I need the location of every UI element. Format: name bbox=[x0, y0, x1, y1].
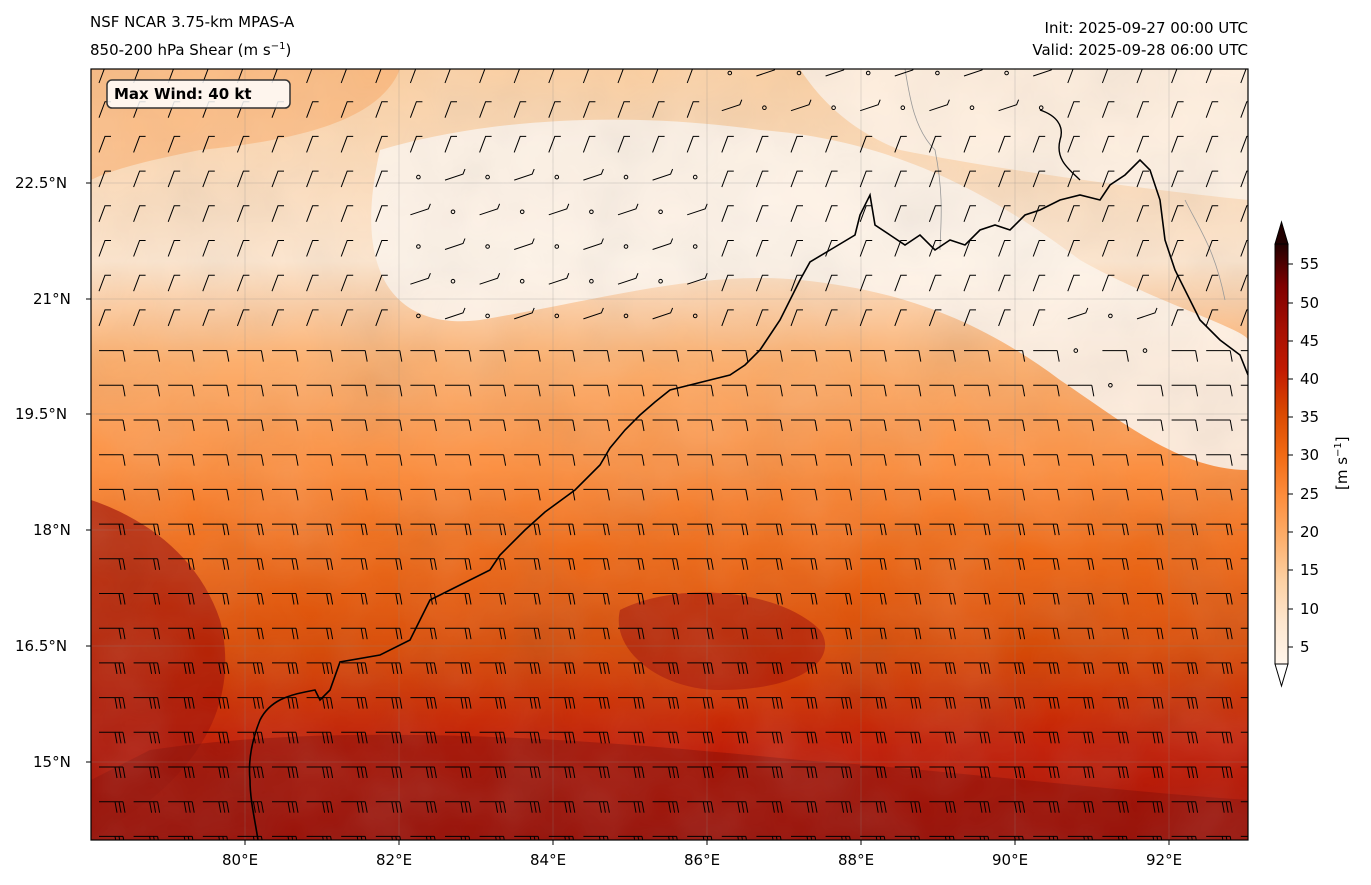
colorbar-title: [m s−1] bbox=[1333, 436, 1351, 490]
colorbar-tick-label: 45 bbox=[1300, 332, 1320, 350]
x-tick-label: 86°E bbox=[684, 851, 721, 869]
x-tick-label: 90°E bbox=[992, 851, 1029, 869]
init-time: Init: 2025-09-27 00:00 UTC bbox=[1044, 19, 1248, 37]
field-title: 850-200 hPa Shear (m s−1) bbox=[90, 41, 292, 59]
wind-barbs bbox=[98, 69, 1248, 840]
y-tick-label: 16.5°N bbox=[15, 637, 68, 655]
colorbar-tick-label: 25 bbox=[1300, 485, 1320, 503]
colorbar-tick-label: 10 bbox=[1300, 600, 1320, 618]
colorbar-tick-label: 55 bbox=[1300, 255, 1320, 273]
y-tick-label: 15°N bbox=[33, 753, 71, 771]
colorbar-tick-label: 50 bbox=[1300, 294, 1320, 312]
y-tick-label: 19.5°N bbox=[15, 405, 68, 423]
y-tick-label: 22.5°N bbox=[15, 174, 68, 192]
max-wind-box bbox=[106, 79, 291, 109]
colorbar-tick-label: 5 bbox=[1300, 638, 1310, 656]
colorbar-tick-label: 40 bbox=[1300, 370, 1320, 388]
max-wind-label: Max Wind: 40 kt bbox=[114, 85, 252, 103]
colorbar-tick-label: 35 bbox=[1300, 408, 1320, 426]
y-tick-label: 21°N bbox=[33, 290, 71, 308]
country-border bbox=[904, 69, 1226, 301]
x-tick-label: 92°E bbox=[1146, 851, 1183, 869]
colorbar-tick-label: 30 bbox=[1300, 446, 1320, 464]
y-tick-label: 18°N bbox=[33, 521, 71, 539]
x-tick-label: 84°E bbox=[530, 851, 567, 869]
axis-ticks bbox=[86, 182, 1170, 845]
x-tick-label: 82°E bbox=[376, 851, 413, 869]
map-frame bbox=[90, 68, 1249, 841]
colorbar-tick-label: 15 bbox=[1300, 561, 1320, 579]
colorbar bbox=[1274, 220, 1293, 688]
x-tick-label: 88°E bbox=[838, 851, 875, 869]
x-tick-label: 80°E bbox=[222, 851, 259, 869]
shear-field bbox=[91, 69, 1248, 840]
valid-time: Valid: 2025-09-28 06:00 UTC bbox=[1032, 41, 1248, 59]
colorbar-tick-label: 20 bbox=[1300, 523, 1320, 541]
model-title: NSF NCAR 3.75-km MPAS-A bbox=[90, 13, 295, 31]
